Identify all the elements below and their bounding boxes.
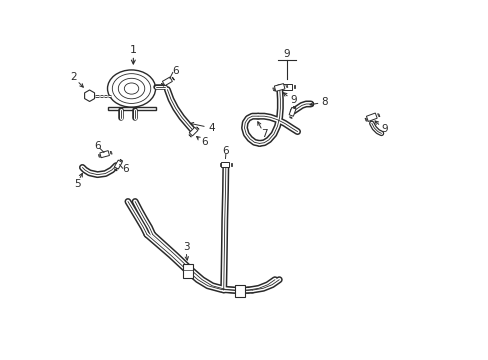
Polygon shape (364, 118, 366, 121)
Polygon shape (107, 107, 155, 110)
Polygon shape (189, 127, 198, 136)
Polygon shape (230, 163, 231, 166)
Bar (183, 264, 192, 278)
Polygon shape (219, 163, 221, 166)
Polygon shape (288, 107, 295, 116)
Polygon shape (162, 77, 172, 86)
Text: 2: 2 (70, 72, 76, 82)
Text: 6: 6 (172, 66, 179, 76)
Polygon shape (161, 83, 163, 86)
Text: 6: 6 (201, 137, 207, 147)
Polygon shape (274, 84, 285, 91)
Polygon shape (289, 117, 291, 118)
Polygon shape (221, 162, 228, 167)
Polygon shape (100, 150, 109, 158)
Text: 8: 8 (321, 97, 327, 107)
Text: 6: 6 (222, 146, 229, 156)
Bar (234, 285, 244, 297)
Polygon shape (272, 88, 274, 91)
Polygon shape (120, 159, 122, 161)
Polygon shape (98, 154, 100, 157)
Polygon shape (84, 90, 94, 102)
Text: 7: 7 (261, 129, 267, 139)
Polygon shape (196, 127, 199, 129)
Polygon shape (293, 106, 295, 108)
Polygon shape (293, 85, 294, 88)
Polygon shape (280, 85, 281, 88)
Text: 9: 9 (283, 49, 289, 59)
Polygon shape (172, 77, 174, 80)
Text: 4: 4 (208, 123, 214, 133)
Polygon shape (114, 160, 122, 169)
Text: 9: 9 (289, 95, 296, 105)
Text: 5: 5 (74, 179, 80, 189)
Text: 3: 3 (183, 242, 189, 252)
Text: 6: 6 (122, 164, 128, 174)
Polygon shape (285, 84, 287, 87)
Polygon shape (282, 84, 291, 90)
Polygon shape (377, 114, 379, 117)
Polygon shape (188, 135, 191, 137)
Ellipse shape (107, 70, 155, 107)
Text: 1: 1 (130, 45, 137, 55)
Polygon shape (366, 113, 376, 121)
Polygon shape (114, 169, 117, 171)
Text: 6: 6 (94, 141, 101, 151)
Text: 9: 9 (381, 124, 387, 134)
Polygon shape (110, 151, 112, 154)
